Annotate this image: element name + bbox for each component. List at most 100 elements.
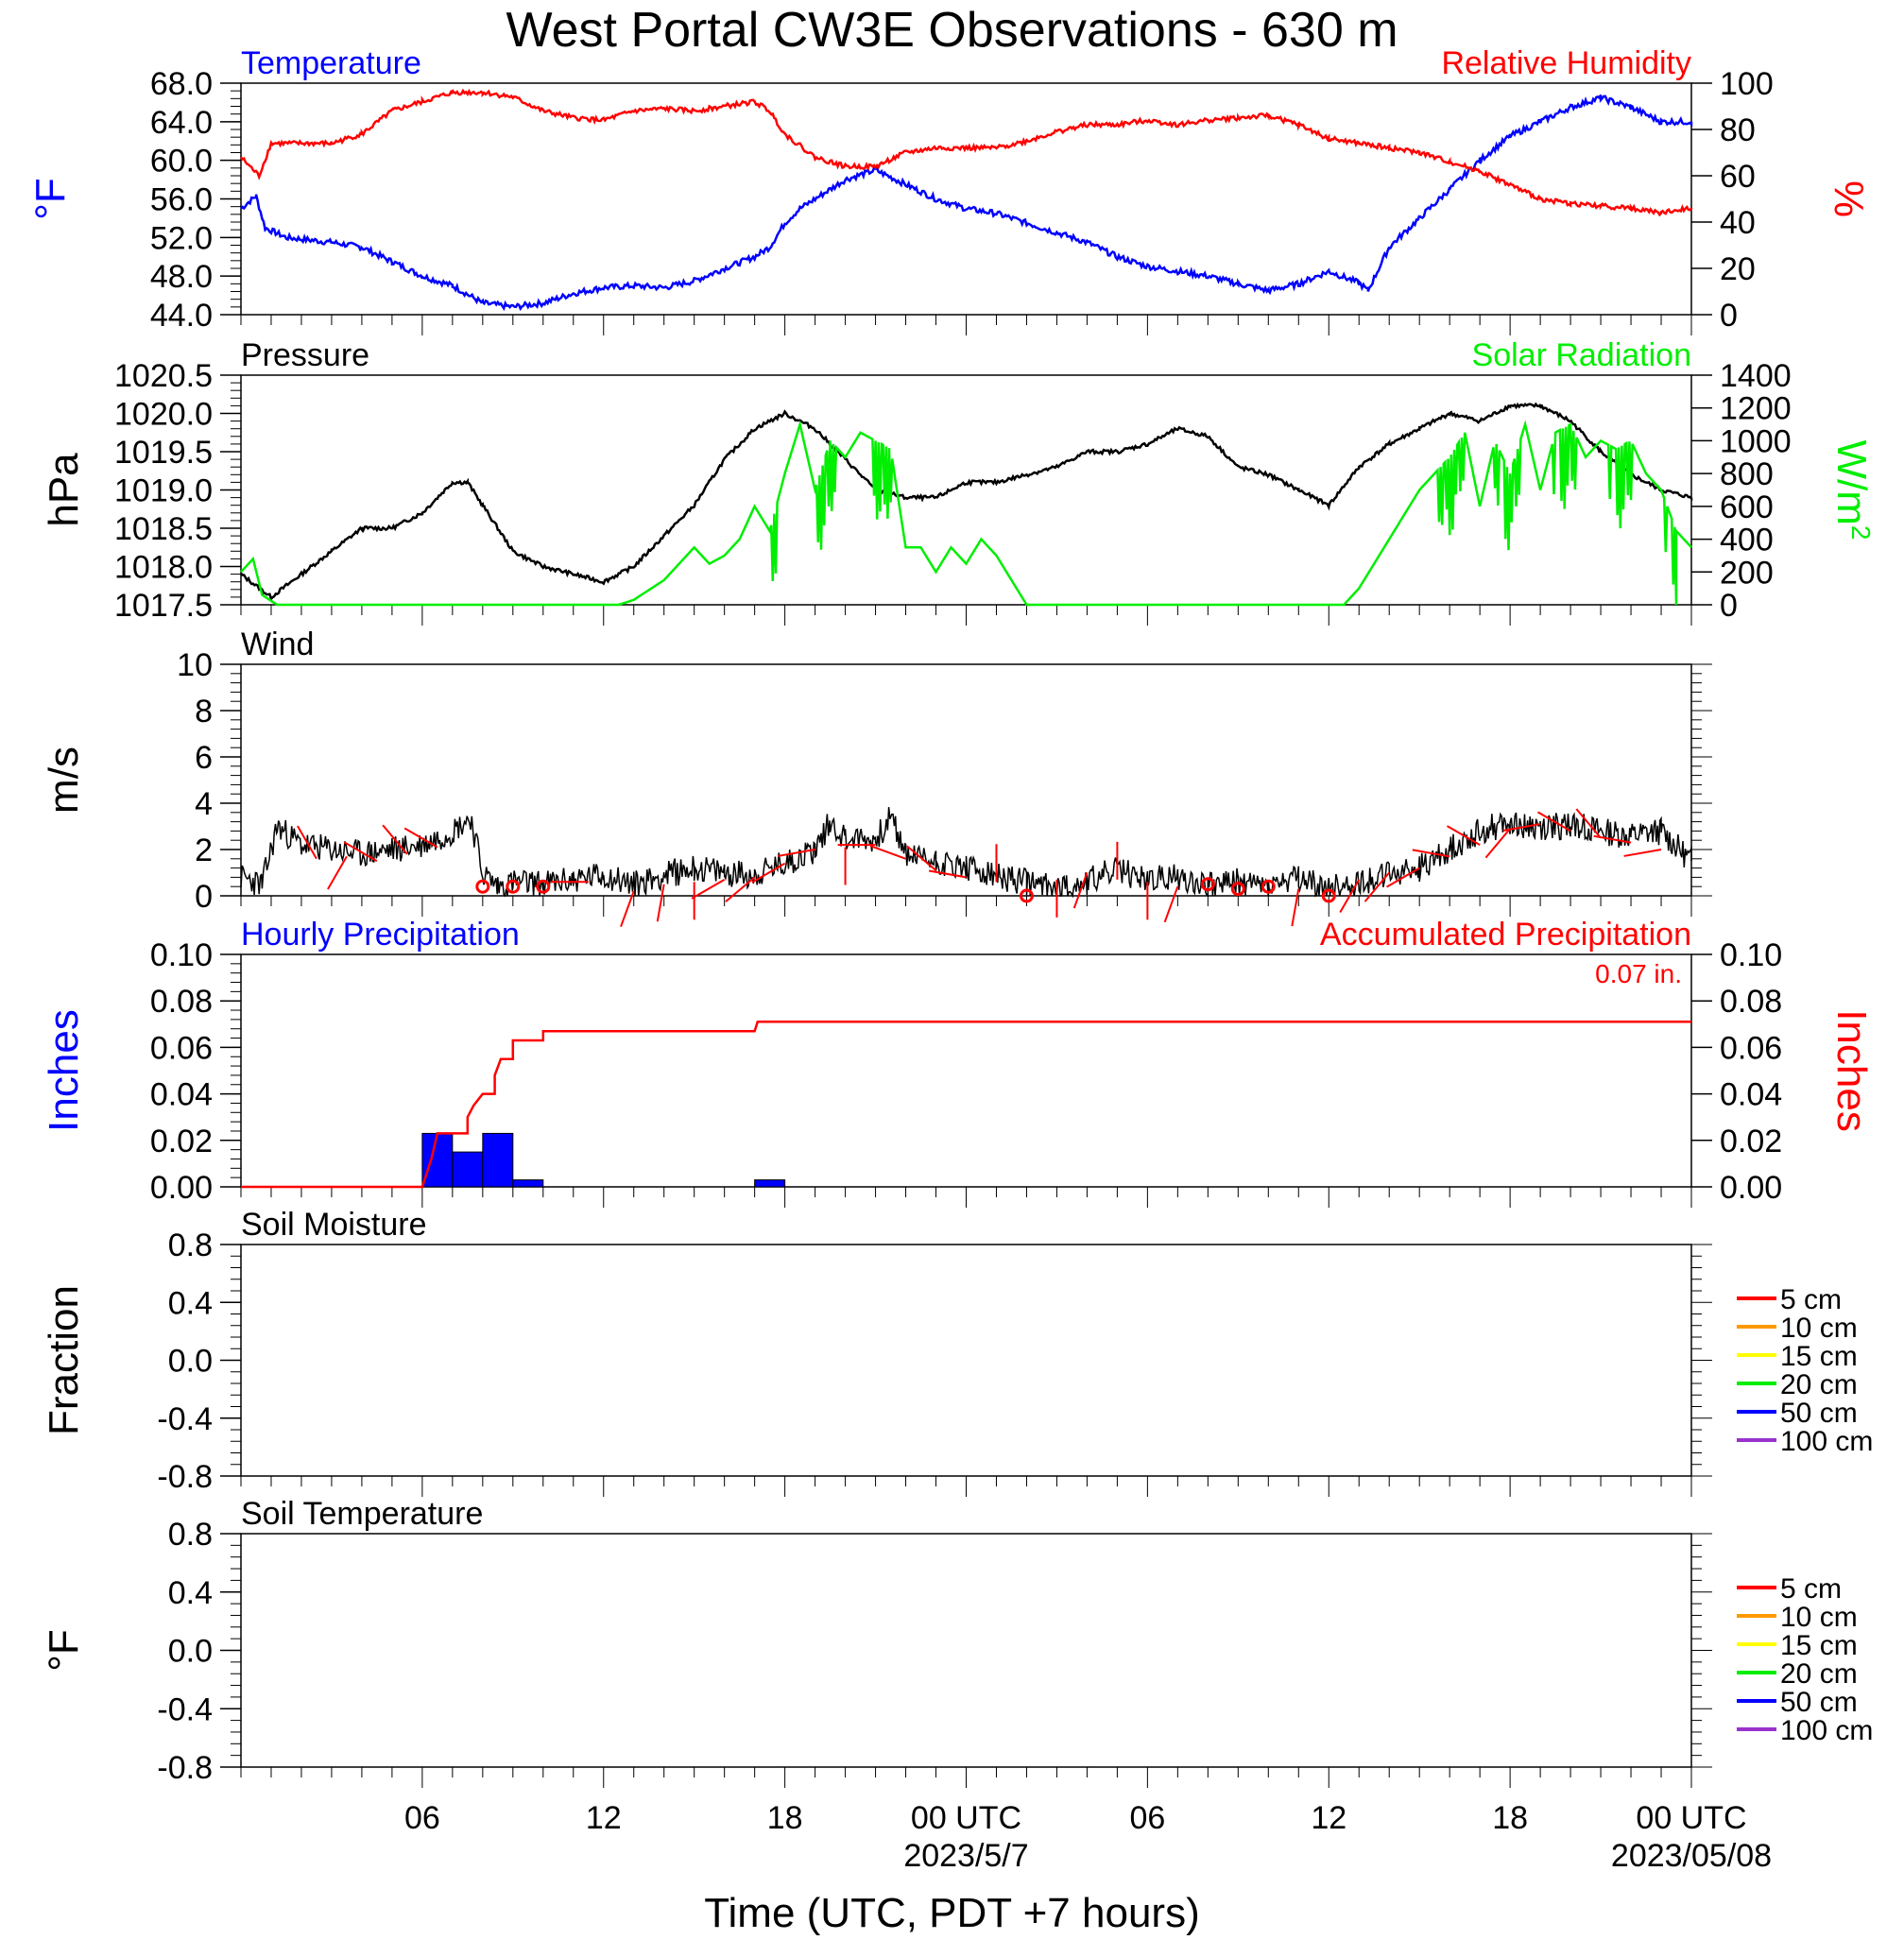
plot-frame xyxy=(240,1533,1692,1768)
y-tick-label: 0.8 xyxy=(168,1517,213,1553)
x-tick-label: 00 UTC xyxy=(911,1800,1021,1836)
y-axis-unit-left: °F xyxy=(41,1629,87,1671)
y-tick-label: 44.0 xyxy=(150,298,213,334)
wind-speed-line xyxy=(240,807,1692,899)
y-right-tick-label: 20 xyxy=(1720,251,1756,287)
precipitation-panel: 0.10 0.08 0.06 0.04 0.02 0.00 0.10 0.08 0.06 0.04… xyxy=(41,917,1875,1208)
wind-calm-marker xyxy=(1200,877,1215,892)
y-right-tick-label: 1400 xyxy=(1720,358,1792,394)
y-right-tick-label: 0.06 xyxy=(1720,1030,1782,1066)
x-tick-label: 06 xyxy=(1129,1800,1165,1836)
x-tick-label: 12 xyxy=(1311,1800,1347,1836)
y-right-tick-label: 0.04 xyxy=(1720,1077,1782,1113)
y-tick-label: 0.06 xyxy=(150,1030,213,1066)
precip-hourly-bar xyxy=(452,1151,484,1188)
precip-hourly-bar xyxy=(421,1132,454,1188)
legend-label: 100 cm xyxy=(1780,1715,1873,1746)
y-axis-unit-left: Fraction xyxy=(41,1285,87,1435)
page-title: West Portal CW3E Observations - 630 m xyxy=(506,3,1398,58)
x-tick-label: 06 xyxy=(404,1800,440,1836)
y-right-tick-label: 0.02 xyxy=(1720,1124,1782,1159)
y-right-tick-label: 600 xyxy=(1720,489,1774,525)
wind-calm-marker xyxy=(1019,888,1034,903)
y-tick-label: -0.8 xyxy=(157,1459,213,1495)
wind-barb xyxy=(656,884,665,922)
wind-calm-marker xyxy=(506,879,521,894)
plot-frame xyxy=(240,82,1692,316)
y-right-tick-label: 1000 xyxy=(1720,423,1792,459)
precip-hourly-bar xyxy=(754,1179,786,1188)
legend-label: 20 cm xyxy=(1780,1369,1858,1400)
date-label: 2023/5/7 xyxy=(903,1838,1028,1874)
wind-barb xyxy=(1536,811,1571,833)
y-tick-label: -0.8 xyxy=(157,1750,213,1786)
y-tick-label: 0.0 xyxy=(168,1634,213,1670)
y-tick-label: 0.02 xyxy=(150,1124,213,1159)
soil-moisture-panel: 0.8 0.4 0.0 -0.4 -0.8 Soil Moisture Fraction 5 … xyxy=(41,1207,1873,1497)
y-axis-unit-right: % xyxy=(1826,180,1872,217)
wind-barb xyxy=(1072,872,1089,909)
panel-right-title: Relative Humidity xyxy=(1441,45,1691,81)
wind-barb xyxy=(1575,808,1602,839)
y-right-tick-label: 80 xyxy=(1720,112,1756,148)
wind-barb xyxy=(778,849,815,857)
y-tick-label: 0.10 xyxy=(150,937,213,973)
wind-barb xyxy=(1163,885,1179,923)
humidity-series-line xyxy=(239,88,1693,217)
panel-left-title: Wind xyxy=(241,627,314,662)
precip-hourly-bar xyxy=(512,1179,544,1188)
legend-label: 10 cm xyxy=(1780,1313,1858,1344)
y-right-tick-label: 60 xyxy=(1720,159,1756,195)
y-tick-label: 0.04 xyxy=(150,1077,213,1113)
wind-panel: 10 8 6 4 2 0 Wind m/s xyxy=(41,627,1712,928)
y-tick-label: 2 xyxy=(195,833,213,868)
wind-barb xyxy=(691,878,726,900)
y-right-tick-label: 100 xyxy=(1720,66,1774,102)
wind-calm-marker xyxy=(1321,888,1336,903)
wind-calm-marker xyxy=(475,879,490,894)
y-tick-label: 0.00 xyxy=(150,1170,213,1206)
y-tick-label: 1019.5 xyxy=(114,435,213,471)
legend-label: 5 cm xyxy=(1780,1573,1842,1605)
wind-barb xyxy=(1447,825,1481,846)
plot-frame xyxy=(240,1244,1692,1477)
pressure-solar-panel: 1020.51020.01019.51019.01018.51018.01017… xyxy=(41,337,1877,626)
wind-barb xyxy=(1386,867,1420,888)
y-right-tick-label: 800 xyxy=(1720,456,1774,492)
wind-barb xyxy=(1339,879,1361,913)
y-right-tick-label: 0.08 xyxy=(1720,984,1782,1020)
wind-barb xyxy=(928,869,967,879)
panel-right-title: Accumulated Precipitation xyxy=(1320,917,1691,953)
plot-frame xyxy=(240,374,1692,606)
y-tick-label: -0.4 xyxy=(157,1401,213,1437)
panel-right-title: Solar Radiation xyxy=(1472,337,1691,373)
panel-left-title: Temperature xyxy=(241,45,421,81)
accumulated-total-annotation: 0.07 in. xyxy=(1595,959,1682,988)
y-tick-label: 52.0 xyxy=(150,220,213,256)
panel-left-title: Soil Moisture xyxy=(241,1207,427,1243)
wind-barb xyxy=(327,855,348,890)
legend-label: 100 cm xyxy=(1780,1426,1873,1457)
y-tick-label: 1020.5 xyxy=(114,358,213,394)
wind-barb xyxy=(382,824,408,855)
legend-label: 50 cm xyxy=(1780,1687,1858,1718)
wind-barb xyxy=(1364,871,1390,902)
y-axis-unit-left: hPa xyxy=(41,453,87,527)
legend-label: 5 cm xyxy=(1780,1284,1842,1315)
legend-label: 15 cm xyxy=(1780,1630,1858,1661)
precip-hourly-bar xyxy=(482,1132,514,1188)
y-axis-unit-right: Inches xyxy=(1828,1009,1875,1132)
y-axis-unit-right: W/m2 xyxy=(1828,440,1877,541)
wind-barb xyxy=(403,827,438,849)
x-tick-label: 18 xyxy=(767,1800,803,1836)
date-label: 2023/05/08 xyxy=(1611,1838,1772,1874)
y-right-tick-label: 40 xyxy=(1720,205,1756,241)
y-tick-label: 60.0 xyxy=(150,144,213,180)
y-right-tick-label: 200 xyxy=(1720,555,1774,591)
y-tick-label: 8 xyxy=(195,694,213,730)
panel-left-title: Soil Temperature xyxy=(241,1496,483,1532)
y-right-tick-label: 0 xyxy=(1720,588,1738,624)
y-tick-label: 1020.0 xyxy=(114,397,213,433)
wind-barb xyxy=(725,876,756,902)
